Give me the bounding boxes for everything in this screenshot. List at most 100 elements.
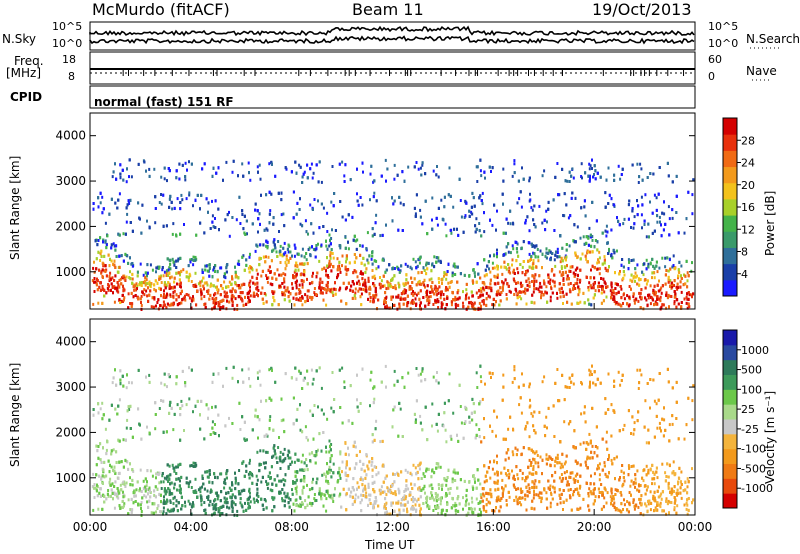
power-cell	[605, 178, 608, 182]
power-cell	[248, 283, 250, 287]
power-cell	[545, 256, 548, 260]
power-cell	[464, 199, 467, 203]
power-cell	[406, 304, 409, 308]
power-cell	[437, 175, 440, 179]
power-cell	[394, 284, 397, 288]
power-cell	[267, 268, 270, 272]
power-cell	[318, 259, 321, 263]
power-cell	[192, 255, 195, 259]
power-cell	[431, 281, 434, 284]
power-cell	[245, 219, 248, 223]
power-cell	[420, 282, 423, 286]
power-cell	[662, 228, 665, 232]
power-cell	[381, 258, 384, 262]
power-cell	[266, 246, 269, 250]
power-cell	[136, 284, 139, 288]
power-cell	[92, 266, 95, 270]
power-cell	[163, 270, 166, 274]
power-cell	[283, 293, 286, 297]
power-cell	[172, 222, 175, 226]
power-cell	[226, 299, 228, 303]
power-cell	[217, 207, 220, 211]
power-cell	[179, 273, 181, 277]
power-cell	[644, 286, 647, 290]
power-cell	[329, 251, 332, 255]
power-cell	[225, 266, 228, 270]
power-cell	[475, 227, 478, 231]
power-cell	[275, 250, 278, 254]
power-cell	[224, 293, 227, 297]
power-cell	[285, 257, 288, 261]
power-cell	[271, 249, 274, 253]
power-cell	[435, 173, 438, 177]
power-cell	[554, 253, 557, 257]
power-cell	[388, 306, 391, 310]
power-cell	[301, 262, 304, 266]
power-cell	[355, 270, 358, 274]
power-cell	[279, 249, 282, 253]
power-cell	[114, 265, 117, 269]
power-cell	[308, 282, 311, 286]
power-cell	[98, 268, 101, 272]
power-cell	[312, 247, 315, 251]
power-cell	[173, 280, 176, 284]
power-cell	[309, 203, 312, 207]
power-cell	[249, 178, 252, 182]
power-cell	[372, 294, 375, 298]
power-cell	[514, 287, 517, 291]
power-cell	[606, 285, 609, 289]
power-cell	[473, 301, 476, 305]
power-cell	[521, 166, 523, 170]
power-cell	[480, 174, 483, 178]
power-cell	[435, 289, 438, 292]
power-cell	[232, 295, 235, 299]
power-cell	[516, 267, 519, 271]
power-cell	[293, 243, 296, 247]
power-cell	[594, 169, 597, 173]
power-cell	[627, 267, 630, 271]
power-cell	[631, 209, 634, 213]
power-cell	[96, 243, 99, 247]
power-cell	[493, 266, 496, 270]
power-cell	[354, 296, 357, 300]
power-cell	[578, 288, 581, 291]
power-cell	[620, 173, 623, 176]
power-cell	[330, 269, 333, 273]
power-cell	[418, 256, 421, 260]
power-cell	[162, 224, 165, 228]
power-cell	[287, 259, 290, 263]
power-cell	[214, 264, 217, 268]
power-cell	[254, 202, 257, 206]
power-cell	[553, 258, 556, 262]
power-cell	[267, 276, 270, 280]
power-cell	[634, 279, 636, 283]
power-cell	[269, 282, 272, 286]
power-cell	[531, 293, 534, 297]
power-cell	[659, 220, 661, 224]
power-cell	[239, 291, 242, 295]
power-cell	[168, 303, 171, 307]
power-cell	[112, 262, 115, 266]
power-cell	[306, 262, 309, 266]
power-cell	[637, 299, 640, 303]
power-cell	[391, 295, 394, 299]
power-cell	[211, 275, 214, 279]
power-cell	[641, 226, 643, 230]
power-cell	[169, 295, 172, 298]
power-cell	[137, 162, 140, 166]
power-cell	[420, 271, 423, 274]
power-cell	[265, 244, 268, 248]
power-cell	[197, 282, 200, 286]
power-cell	[212, 284, 215, 288]
power-cell	[685, 295, 688, 299]
power-cell	[577, 273, 579, 277]
power-cell	[156, 301, 159, 304]
power-cell	[151, 268, 154, 272]
power-cell	[538, 290, 541, 294]
power-cell	[597, 260, 600, 264]
power-cell	[472, 268, 475, 272]
power-cell	[402, 290, 405, 294]
power-cell	[472, 280, 475, 284]
power-cell	[254, 249, 257, 253]
power-cell	[516, 292, 519, 296]
